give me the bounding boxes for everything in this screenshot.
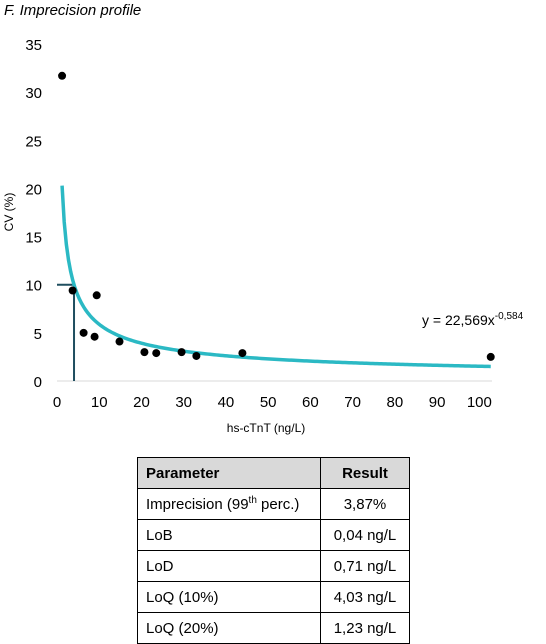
y-tick-label: 20 [25,181,42,198]
data-point [115,337,124,346]
data-point [58,71,67,80]
x-tick-label: 20 [133,394,150,411]
data-point [79,328,88,337]
x-tick-label: 70 [344,394,361,411]
x-tick-label: 80 [387,394,404,411]
y-tick-label: 30 [25,85,42,102]
table-row: LoD 0,71 ng/L [137,550,410,582]
row-result: 4,03 ng/L [320,581,410,613]
x-axis-label: hs-cTnT (ng/L) [227,421,305,435]
data-point [92,291,101,300]
x-tick-label: 10 [91,394,108,411]
equation-exponent: -0,584 [495,311,524,322]
data-point [238,349,247,358]
row-result: 0,04 ng/L [320,519,410,551]
parameter-superscript: th [248,494,257,506]
y-tick-label: 15 [25,230,42,247]
table-row: Imprecision (99th perc.) 3,87% [137,488,410,520]
x-tick-label: 50 [260,394,277,411]
row-parameter: LoQ (10%) [137,581,321,613]
x-axis: 0 10 20 30 40 50 60 70 80 90 100 [53,380,492,411]
parameter-suffix: perc.) [256,495,300,513]
y-tick-label: 0 [34,374,42,391]
panel-label: F. Imprecision profile [4,2,142,19]
table-row: LoB 0,04 ng/L [137,519,410,551]
header-parameter: Parameter [137,457,321,489]
parameter-text: Imprecision (99 [146,495,249,513]
data-point [152,349,161,358]
results-table: Parameter Result Imprecision (99th perc.… [137,457,410,644]
y-tick-label: 35 [25,37,42,54]
equation-base: y = 22,569x [422,312,495,328]
y-tick-label: 25 [25,133,42,150]
row-parameter: LoB [137,519,321,551]
trendline [60,185,491,369]
y-tick-label: 5 [34,326,42,343]
imprecision-chart: 0 5 10 15 20 25 30 35 0 10 20 30 40 50 60 70 80 90 100 CV… [2,37,524,435]
y-axis-label: CV (%) [2,193,16,232]
data-points [58,71,495,361]
data-point [90,332,99,341]
row-parameter: LoD [137,550,321,582]
reference-lines [57,283,76,381]
row-result: 0,71 ng/L [320,550,410,582]
row-result: 3,87% [320,488,410,520]
x-tick-label: 0 [53,394,61,411]
y-axis: 0 5 10 15 20 25 30 35 [25,37,42,391]
x-tick-label: 40 [218,394,235,411]
data-point [68,286,77,295]
x-tick-label: 100 [467,394,492,411]
y-tick-label: 10 [25,278,42,295]
x-tick-label: 60 [302,394,319,411]
data-point [192,351,201,360]
trendline-equation: y = 22,569x-0,584 [422,311,524,328]
data-point [486,352,495,361]
table-row: LoQ (10%) 4,03 ng/L [137,581,410,613]
header-result: Result [320,457,410,489]
x-tick-label: 90 [429,394,446,411]
data-point [140,348,149,357]
data-point [177,348,186,357]
x-tick-label: 30 [175,394,192,411]
trendline-curve [60,185,491,369]
row-parameter: Imprecision (99th perc.) [137,488,321,520]
table-header-row: Parameter Result [137,457,410,489]
